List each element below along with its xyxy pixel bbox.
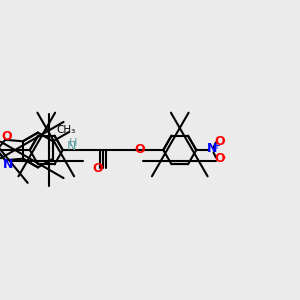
Text: O: O <box>2 130 12 143</box>
Text: +: + <box>212 141 220 151</box>
Text: O: O <box>135 143 145 156</box>
Text: CH₃: CH₃ <box>57 125 76 135</box>
Text: N: N <box>206 142 217 155</box>
Text: ⁻: ⁻ <box>220 155 226 166</box>
Text: H: H <box>69 138 78 148</box>
Text: O: O <box>214 152 225 165</box>
Text: O: O <box>214 135 225 148</box>
Text: N: N <box>2 158 13 171</box>
Text: N: N <box>67 140 76 153</box>
Text: O: O <box>92 162 103 175</box>
